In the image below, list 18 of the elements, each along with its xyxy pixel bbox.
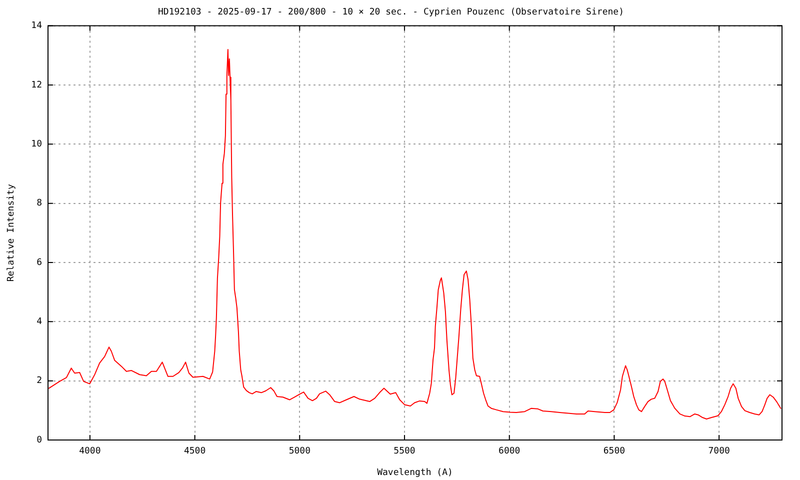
y-tick-label: 8 [36,198,42,209]
x-tick-label: 7000 [708,446,730,457]
x-tick-label: 5000 [288,446,310,457]
y-tick-label: 4 [36,317,42,327]
y-tick-label: 10 [31,139,42,150]
x-tick-label: 6500 [603,446,626,457]
x-tick-label: 5500 [394,446,416,457]
y-tick-label: 14 [31,21,42,32]
y-tick-label: 12 [31,80,42,90]
y-tick-label: 0 [36,435,42,446]
x-axis-title: Wavelength (A) [377,468,453,478]
y-tick-label: 6 [36,258,42,268]
x-tick-label: 6000 [498,446,520,457]
y-axis-title: Relative Intensity [6,184,17,282]
y-tick-label: 2 [36,376,42,386]
chart-title: HD192103 - 2025-09-17 - 200/800 - 10 × 20 sec. - Cyprien Pouzenc (Observatoire Sirene) [158,8,624,18]
x-tick-label: 4500 [184,446,206,457]
x-tick-label: 4000 [79,446,101,457]
